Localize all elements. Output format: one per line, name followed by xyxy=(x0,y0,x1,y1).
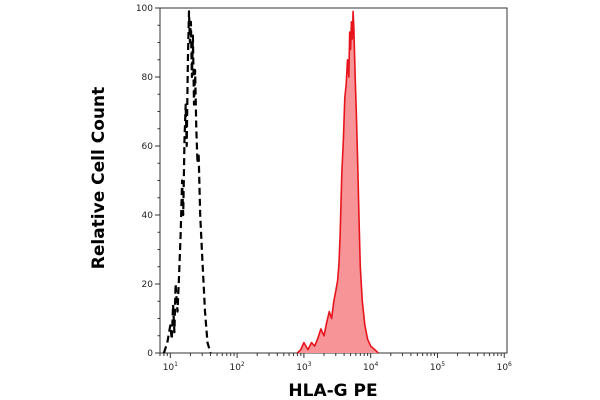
y-tick-label: 100 xyxy=(136,4,153,14)
x-axis-title: HLA-G PE xyxy=(288,381,377,400)
series-0-line xyxy=(162,10,212,354)
y-tick-label: 60 xyxy=(142,142,154,152)
x-axis-ticks: 101 102 103 104 105 106 xyxy=(159,353,512,373)
x-tick-label: 105 xyxy=(430,361,445,373)
x-tick-label: 102 xyxy=(229,361,244,373)
y-tick-label: 40 xyxy=(142,211,154,221)
x-tick-label: 106 xyxy=(497,361,512,373)
y-tick-label: 80 xyxy=(142,73,154,83)
x-tick-label: 104 xyxy=(363,361,378,373)
y-tick-label: 20 xyxy=(142,280,154,290)
x-tick-label: 101 xyxy=(163,361,178,373)
y-axis-ticks: 0 20 40 60 80 100 xyxy=(136,4,160,359)
series-1-area xyxy=(297,11,379,354)
y-tick-label: 0 xyxy=(147,349,153,359)
series-layer xyxy=(162,10,379,354)
series-1-line xyxy=(296,10,379,354)
x-tick-label: 103 xyxy=(296,361,311,373)
y-axis-title: Relative Cell Count xyxy=(89,87,109,269)
